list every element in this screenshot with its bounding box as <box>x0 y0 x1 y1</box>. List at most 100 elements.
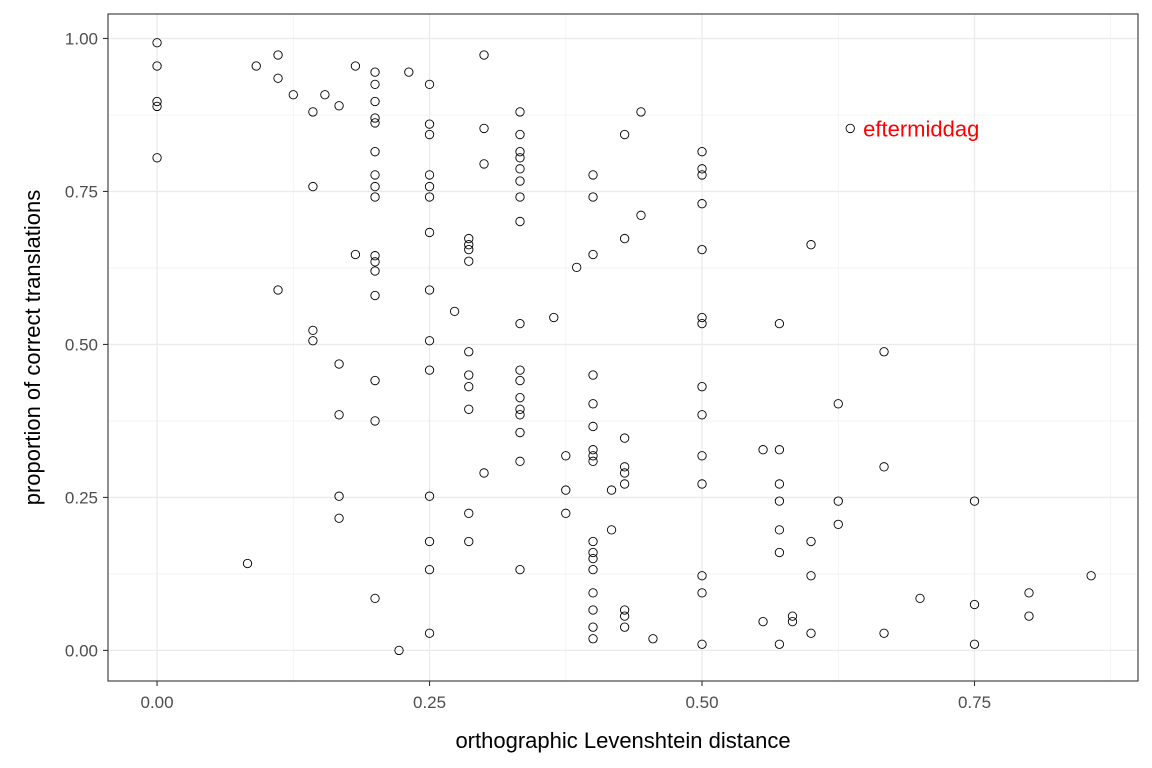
data-point <box>648 634 658 644</box>
data-point <box>464 233 474 244</box>
data-point <box>758 616 768 627</box>
data-point <box>308 325 318 336</box>
data-point <box>588 399 598 409</box>
data-point <box>774 639 785 649</box>
data-point <box>479 123 489 134</box>
data-point <box>464 536 474 547</box>
data-point <box>1024 588 1034 598</box>
data-point <box>464 382 474 392</box>
data-point <box>758 445 768 455</box>
data-point <box>464 404 474 414</box>
data-point <box>370 375 380 386</box>
data-point <box>515 404 525 414</box>
data-point <box>464 240 474 250</box>
data-point <box>370 96 380 107</box>
data-point <box>515 427 525 438</box>
data-point <box>606 525 617 535</box>
data-point <box>588 553 598 564</box>
data-point <box>424 79 435 90</box>
data-point <box>424 170 435 180</box>
data-point <box>424 365 435 375</box>
data-point <box>636 210 646 220</box>
data-point <box>370 113 380 123</box>
data-point <box>619 233 630 244</box>
data-point <box>449 306 460 317</box>
data-point <box>424 491 435 501</box>
data-point <box>1024 611 1034 621</box>
data-point <box>479 468 489 478</box>
data-point <box>588 249 598 260</box>
data-point <box>697 479 707 489</box>
y-tick-label: 1.00 <box>65 29 98 48</box>
data-point <box>774 547 785 558</box>
data-point <box>787 611 798 621</box>
data-point <box>619 479 630 489</box>
plot-panel-border <box>107 13 1139 682</box>
data-point <box>479 50 489 60</box>
data-point <box>424 536 435 547</box>
data-point <box>588 547 598 558</box>
data-point <box>549 312 559 323</box>
data-point <box>774 445 785 455</box>
data-point <box>774 479 785 489</box>
data-point <box>619 605 630 615</box>
data-point <box>588 421 598 432</box>
y-axis-ticks: 0.00 0.25 0.50 0.75 1.00 <box>65 29 108 660</box>
data-point <box>370 251 380 261</box>
data-point <box>588 536 598 547</box>
data-point <box>424 119 435 129</box>
data-point <box>515 147 525 157</box>
x-axis-ticks: 0.00 0.25 0.50 0.75 <box>141 681 991 712</box>
data-point <box>619 468 630 478</box>
data-point <box>588 605 598 615</box>
data-point <box>424 227 435 238</box>
data-point <box>619 129 630 140</box>
data-point <box>588 456 598 466</box>
data-point <box>464 256 474 266</box>
data-point <box>515 365 525 375</box>
data-point <box>334 101 344 111</box>
data-point <box>561 451 571 461</box>
data-point <box>308 336 318 346</box>
data-point <box>515 153 525 163</box>
data-point <box>572 262 582 272</box>
data-point <box>370 181 380 192</box>
data-point <box>479 159 489 169</box>
data-point <box>424 129 435 140</box>
data-point <box>774 318 785 329</box>
data-point <box>370 79 380 90</box>
data-point <box>969 639 980 649</box>
data-point <box>806 536 816 547</box>
data-point <box>273 50 283 60</box>
data-point <box>515 164 525 174</box>
data-point <box>152 38 162 48</box>
data-point <box>697 451 707 461</box>
data-point <box>273 73 283 83</box>
y-tick-label: 0.75 <box>65 182 98 201</box>
data-point <box>370 118 380 128</box>
data-point <box>697 588 707 598</box>
data-point <box>588 634 598 644</box>
data-point <box>636 107 646 117</box>
data-point <box>588 192 598 202</box>
data-point <box>515 393 525 403</box>
data-point <box>515 192 525 202</box>
data-point <box>370 266 380 276</box>
data-point <box>308 181 318 192</box>
data-point <box>424 628 435 638</box>
x-tick-label: 0.00 <box>141 693 174 712</box>
annotations: eftermiddag <box>863 116 979 141</box>
data-point <box>588 370 598 380</box>
data-point <box>370 416 380 426</box>
data-point <box>969 599 980 610</box>
data-point <box>515 107 525 117</box>
data-point <box>697 164 707 174</box>
data-point <box>697 312 707 323</box>
data-point <box>515 216 525 227</box>
data-point <box>697 410 707 420</box>
data-point <box>879 347 889 357</box>
data-point <box>320 90 330 100</box>
data-point <box>251 61 261 71</box>
data-point <box>845 123 855 134</box>
